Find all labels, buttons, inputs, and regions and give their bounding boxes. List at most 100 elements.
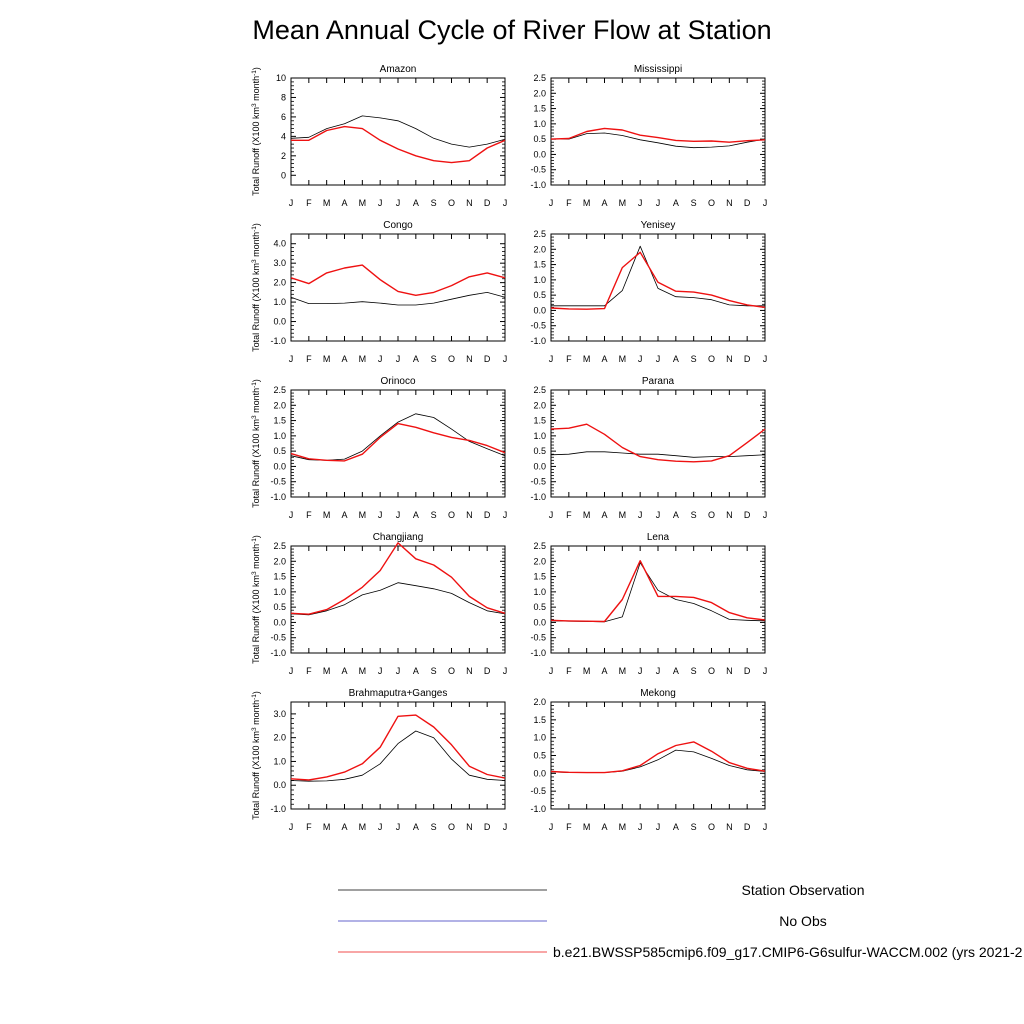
- y-axis-label-superscript: 3: [251, 415, 258, 419]
- legend: Station Observation No Obs b.e21.BWSSP585c…: [338, 882, 1023, 960]
- x-tick-label: J: [549, 822, 554, 832]
- y-tick-label: -0.5: [530, 477, 546, 487]
- x-tick-label: D: [484, 198, 491, 208]
- y-axis-label-part: Total Runoff (X100 km: [251, 419, 261, 508]
- x-tick-label: D: [744, 510, 751, 520]
- y-tick-label: -0.5: [530, 633, 546, 643]
- y-tick-label: 0: [281, 170, 286, 180]
- x-tick-label: M: [323, 822, 331, 832]
- y-tick-label: 0.0: [533, 461, 546, 471]
- x-tick-label: J: [638, 510, 643, 520]
- x-tick-label: J: [763, 822, 768, 832]
- x-tick-label: A: [601, 822, 607, 832]
- y-tick-label: 1.5: [533, 416, 546, 426]
- x-tick-label: M: [359, 198, 367, 208]
- plot-frame: [550, 701, 766, 810]
- series-line-model: [290, 542, 506, 615]
- x-tick-label: J: [549, 354, 554, 364]
- x-tick-label: M: [619, 822, 627, 832]
- series-line-model: [550, 251, 766, 310]
- y-axis-label-part: Total Runoff (X100 km: [251, 731, 261, 820]
- x-tick-label: O: [448, 510, 455, 520]
- x-tick-label: D: [484, 354, 491, 364]
- y-axis-label-superscript: 3: [251, 259, 258, 263]
- y-axis-label: Total Runoff (X100 km3 month-1): [251, 535, 261, 664]
- x-tick-label: N: [466, 198, 473, 208]
- x-tick-label: J: [289, 666, 294, 676]
- x-tick-label: A: [673, 822, 679, 832]
- y-tick-label: 0.0: [273, 617, 286, 627]
- y-tick-label: 0.5: [533, 751, 546, 761]
- y-tick-label: 1.5: [273, 416, 286, 426]
- x-tick-label: A: [413, 198, 419, 208]
- series-line-observation: [290, 582, 506, 616]
- panel-title: Brahmaputra+Ganges: [349, 688, 448, 699]
- x-tick-label: J: [378, 198, 383, 208]
- x-tick-label: A: [413, 822, 419, 832]
- y-tick-label: -0.5: [530, 786, 546, 796]
- x-tick-label: D: [744, 198, 751, 208]
- y-tick-label: -0.5: [530, 321, 546, 331]
- y-tick-label: 8: [281, 92, 286, 102]
- x-tick-label: N: [726, 354, 733, 364]
- x-tick-label: S: [431, 666, 437, 676]
- x-tick-label: D: [744, 354, 751, 364]
- x-tick-label: M: [583, 510, 591, 520]
- y-axis-label: Total Runoff (X100 km3 month-1): [251, 379, 261, 508]
- x-tick-label: D: [744, 666, 751, 676]
- y-axis-label-part: ): [251, 535, 261, 538]
- x-tick-label: M: [359, 822, 367, 832]
- x-tick-label: J: [763, 198, 768, 208]
- y-axis-label-superscript: 3: [251, 727, 258, 731]
- x-tick-label: J: [763, 666, 768, 676]
- y-tick-label: 1.5: [533, 572, 546, 582]
- x-tick-label: F: [306, 354, 312, 364]
- x-tick-label: O: [448, 822, 455, 832]
- plot-frame: [550, 389, 766, 498]
- y-tick-label: 1.0: [273, 297, 286, 307]
- y-tick-label: 1.0: [273, 587, 286, 597]
- series-line-observation: [550, 451, 766, 458]
- x-tick-label: A: [673, 666, 679, 676]
- series-line-model: [290, 264, 506, 296]
- series-line-observation: [290, 730, 506, 782]
- panel-title: Yenisey: [641, 220, 676, 231]
- x-tick-label: A: [673, 198, 679, 208]
- y-tick-label: -1.0: [530, 648, 546, 658]
- panel-title: Congo: [383, 220, 413, 231]
- y-tick-label: 1.0: [533, 119, 546, 129]
- x-tick-label: S: [431, 354, 437, 364]
- y-axis-label: Total Runoff (X100 km3 month-1): [251, 223, 261, 352]
- x-tick-label: S: [431, 510, 437, 520]
- x-tick-label: J: [396, 822, 401, 832]
- y-tick-label: 2.0: [273, 733, 286, 743]
- legend-label: No Obs: [779, 913, 826, 929]
- y-tick-label: 1.0: [533, 587, 546, 597]
- y-tick-label: -1.0: [270, 336, 286, 346]
- y-tick-label: 0.0: [273, 317, 286, 327]
- y-tick-label: -0.5: [270, 477, 286, 487]
- x-tick-label: M: [323, 510, 331, 520]
- y-tick-label: 0.5: [273, 446, 286, 456]
- x-tick-label: J: [638, 822, 643, 832]
- x-tick-label: S: [691, 822, 697, 832]
- x-tick-label: J: [656, 666, 661, 676]
- series-line-model: [550, 127, 766, 143]
- x-tick-label: O: [708, 822, 715, 832]
- x-tick-label: M: [583, 822, 591, 832]
- x-tick-label: N: [466, 354, 473, 364]
- x-tick-label: A: [413, 666, 419, 676]
- y-axis-label-part: ): [251, 223, 261, 226]
- x-tick-label: S: [431, 822, 437, 832]
- x-tick-label: F: [566, 510, 572, 520]
- y-tick-label: 1.0: [273, 431, 286, 441]
- y-axis-label-superscript: 3: [251, 571, 258, 575]
- y-tick-label: 2.5: [273, 385, 286, 395]
- y-tick-label: -1.0: [270, 804, 286, 814]
